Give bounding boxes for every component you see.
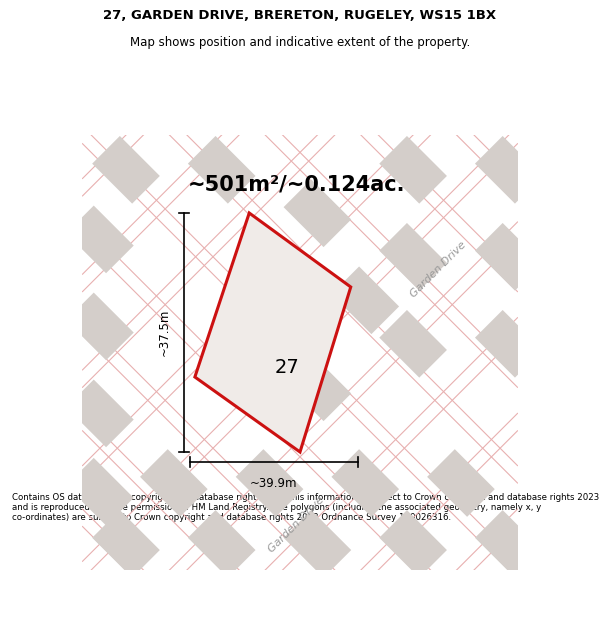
Polygon shape (92, 510, 160, 578)
Polygon shape (427, 449, 495, 517)
Polygon shape (284, 354, 351, 421)
Polygon shape (284, 179, 351, 247)
Text: ~37.5m: ~37.5m (158, 309, 171, 356)
Text: Map shows position and indicative extent of the property.: Map shows position and indicative extent… (130, 36, 470, 49)
Polygon shape (188, 136, 256, 204)
Polygon shape (66, 206, 134, 273)
Text: ~501m²/~0.124ac.: ~501m²/~0.124ac. (188, 175, 405, 195)
Polygon shape (236, 449, 304, 517)
Text: ~39.9m: ~39.9m (250, 478, 298, 490)
Polygon shape (331, 449, 399, 517)
Polygon shape (140, 449, 208, 517)
Polygon shape (195, 213, 351, 452)
Polygon shape (66, 379, 134, 448)
Polygon shape (284, 510, 351, 578)
Polygon shape (331, 266, 399, 334)
Polygon shape (379, 310, 447, 378)
Polygon shape (475, 136, 542, 204)
Polygon shape (66, 458, 134, 526)
Polygon shape (66, 292, 134, 360)
Text: Garden Drive: Garden Drive (408, 240, 467, 300)
Polygon shape (379, 510, 447, 578)
Polygon shape (188, 510, 256, 578)
Text: Contains OS data © Crown copyright and database right 2021. This information is : Contains OS data © Crown copyright and d… (12, 492, 599, 522)
Text: Garden Drive: Garden Drive (266, 495, 326, 555)
Polygon shape (475, 510, 542, 578)
Polygon shape (92, 136, 160, 204)
Polygon shape (379, 136, 447, 204)
Polygon shape (379, 223, 447, 291)
Polygon shape (475, 310, 542, 378)
Text: 27, GARDEN DRIVE, BRERETON, RUGELEY, WS15 1BX: 27, GARDEN DRIVE, BRERETON, RUGELEY, WS1… (103, 9, 497, 22)
Text: 27: 27 (274, 357, 299, 376)
Polygon shape (475, 223, 542, 291)
